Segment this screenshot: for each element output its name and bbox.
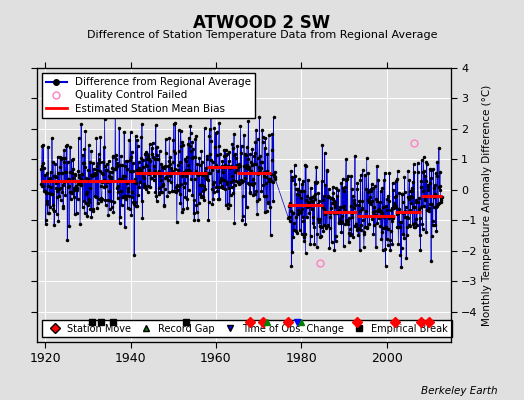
Legend: Station Move, Record Gap, Time of Obs. Change, Empirical Break: Station Move, Record Gap, Time of Obs. C…: [41, 320, 452, 338]
Text: Difference of Station Temperature Data from Regional Average: Difference of Station Temperature Data f…: [87, 30, 437, 40]
Y-axis label: Monthly Temperature Anomaly Difference (°C): Monthly Temperature Anomaly Difference (…: [482, 84, 492, 326]
Text: Berkeley Earth: Berkeley Earth: [421, 386, 498, 396]
Text: ATWOOD 2 SW: ATWOOD 2 SW: [193, 14, 331, 32]
